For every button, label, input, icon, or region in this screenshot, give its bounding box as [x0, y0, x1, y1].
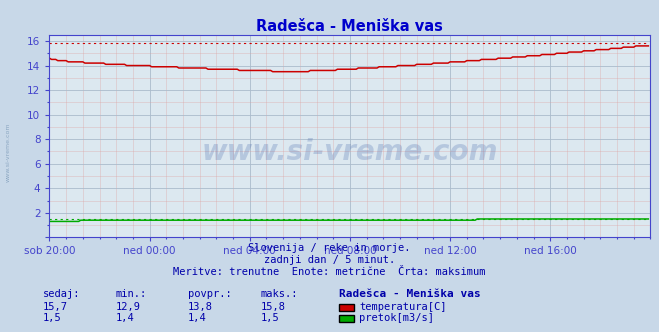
Text: 15,8: 15,8: [260, 302, 285, 312]
Text: 1,4: 1,4: [188, 313, 206, 323]
Text: 1,5: 1,5: [260, 313, 279, 323]
Text: temperatura[C]: temperatura[C]: [359, 302, 447, 312]
Title: Radešca - Meniška vas: Radešca - Meniška vas: [256, 19, 444, 34]
Text: povpr.:: povpr.:: [188, 289, 231, 299]
Text: Radešca - Meniška vas: Radešca - Meniška vas: [339, 289, 481, 299]
Text: pretok[m3/s]: pretok[m3/s]: [359, 313, 434, 323]
Text: Slovenija / reke in morje.: Slovenija / reke in morje.: [248, 243, 411, 253]
Text: 1,5: 1,5: [43, 313, 61, 323]
Text: www.si-vreme.com: www.si-vreme.com: [202, 138, 498, 166]
Text: 1,4: 1,4: [115, 313, 134, 323]
Text: www.si-vreme.com: www.si-vreme.com: [6, 123, 11, 183]
Text: sedaj:: sedaj:: [43, 289, 80, 299]
Text: maks.:: maks.:: [260, 289, 298, 299]
Text: 12,9: 12,9: [115, 302, 140, 312]
Text: 13,8: 13,8: [188, 302, 213, 312]
Text: 15,7: 15,7: [43, 302, 68, 312]
Text: min.:: min.:: [115, 289, 146, 299]
Text: Meritve: trenutne  Enote: metrične  Črta: maksimum: Meritve: trenutne Enote: metrične Črta: …: [173, 267, 486, 277]
Text: zadnji dan / 5 minut.: zadnji dan / 5 minut.: [264, 255, 395, 265]
